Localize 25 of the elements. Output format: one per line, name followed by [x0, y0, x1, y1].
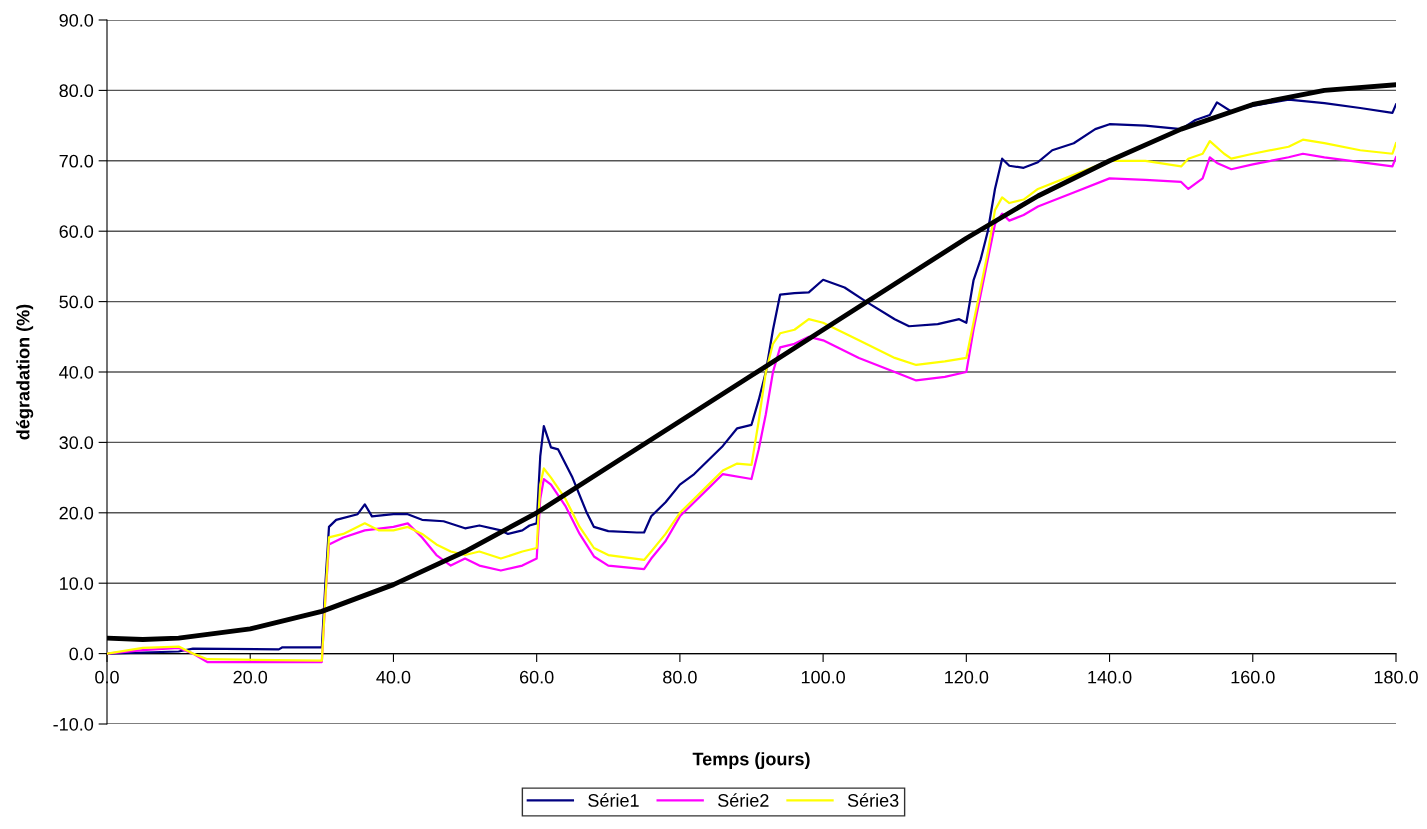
- y-tick-label: 0.0: [69, 647, 94, 661]
- x-tick-label: 20.0: [233, 670, 268, 684]
- x-tick-label: 140.0: [1088, 670, 1132, 684]
- y-tick-label: 80.0: [59, 84, 94, 98]
- legend-label: Série1: [588, 793, 639, 807]
- y-tick-label: -10.0: [53, 717, 94, 731]
- x-tick-label: 40.0: [376, 670, 411, 684]
- x-tick-label: 80.0: [663, 670, 697, 684]
- y-tick-label: 70.0: [59, 154, 94, 168]
- y-axis-title: dégradation (%): [16, 304, 34, 440]
- x-tick-label: 160.0: [1231, 670, 1275, 684]
- x-tick-label: 180.0: [1374, 670, 1418, 684]
- y-tick-label: 50.0: [59, 295, 94, 309]
- x-axis-title: Temps (jours): [692, 752, 810, 769]
- x-tick-label: 100.0: [801, 670, 845, 684]
- y-tick-label: 90.0: [59, 13, 94, 27]
- x-tick-label: 60.0: [520, 670, 554, 684]
- y-tick-label: 10.0: [60, 577, 94, 590]
- x-tick-label: 120.0: [945, 670, 989, 684]
- y-tick-label: 60.0: [59, 225, 94, 238]
- y-tick-label: 30.0: [59, 436, 94, 450]
- legend-label: Série3: [847, 793, 899, 807]
- legend-label: Série2: [718, 793, 769, 807]
- y-tick-label: 40.0: [59, 365, 94, 379]
- y-tick-label: 20.0: [59, 506, 94, 520]
